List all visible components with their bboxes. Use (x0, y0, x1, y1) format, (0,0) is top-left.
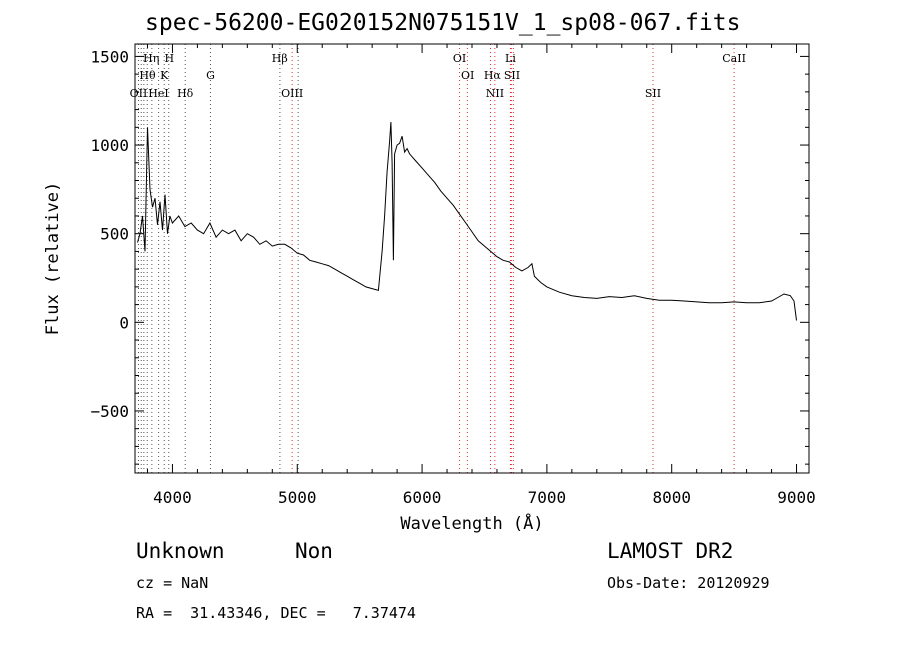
x-axis-label: Wavelength (Å) (400, 512, 543, 534)
redshift-label: cz = NaN (136, 574, 209, 592)
spectral-line-label: OI (453, 52, 466, 65)
spectral-line-label: H (165, 52, 175, 65)
class-label: Unknown (136, 539, 225, 563)
subclass-label: Non (295, 539, 333, 563)
obs-date-label: Obs-Date: 20120929 (607, 574, 770, 592)
survey-label: LAMOST DR2 (607, 539, 734, 563)
spectral-line-label: G (206, 69, 215, 82)
x-tick-label: 7000 (528, 488, 567, 507)
spectral-line-label: K (160, 69, 169, 82)
spectrum-line (137, 121, 797, 321)
x-tick-label: 6000 (403, 488, 442, 507)
spectral-line-label: OIII (281, 87, 303, 100)
spectral-line-label: Hθ (139, 69, 156, 82)
y-tick-label: 1000 (90, 136, 129, 155)
spectral-line-label: Hδ (177, 87, 194, 100)
spectral-line-label: Hα (484, 69, 502, 82)
spectral-line-label: SII (504, 69, 520, 82)
y-axis-label: Flux (relative) (43, 182, 63, 336)
y-tick-label: 500 (100, 225, 129, 244)
spectral-line-label: HeI (148, 87, 168, 100)
spectral-line-label: OII (130, 87, 148, 100)
y-tick-label: −500 (90, 402, 129, 421)
coordinates-label: RA = 31.43346, DEC = 7.37474 (136, 604, 416, 622)
spectral-line-label: CaII (722, 52, 746, 65)
spectral-line-label: Li (505, 52, 516, 65)
plot-frame (134, 43, 810, 474)
x-tick-label: 8000 (652, 488, 691, 507)
spectral-line-label: Hβ (272, 52, 288, 65)
y-tick-label: 0 (119, 313, 129, 332)
x-tick-label: 5000 (278, 488, 317, 507)
spectral-line-label: NII (486, 87, 504, 100)
x-tick-label: 9000 (777, 488, 816, 507)
chart-title: spec-56200-EG020152N075151V_1_sp08-067.f… (145, 10, 741, 36)
y-tick-label: 1500 (90, 47, 129, 66)
spectral-line-label: OI (461, 69, 474, 82)
spectral-line-label: SII (645, 87, 661, 100)
x-tick-label: 4000 (153, 488, 192, 507)
spectral-line-label: Hη (143, 52, 159, 65)
